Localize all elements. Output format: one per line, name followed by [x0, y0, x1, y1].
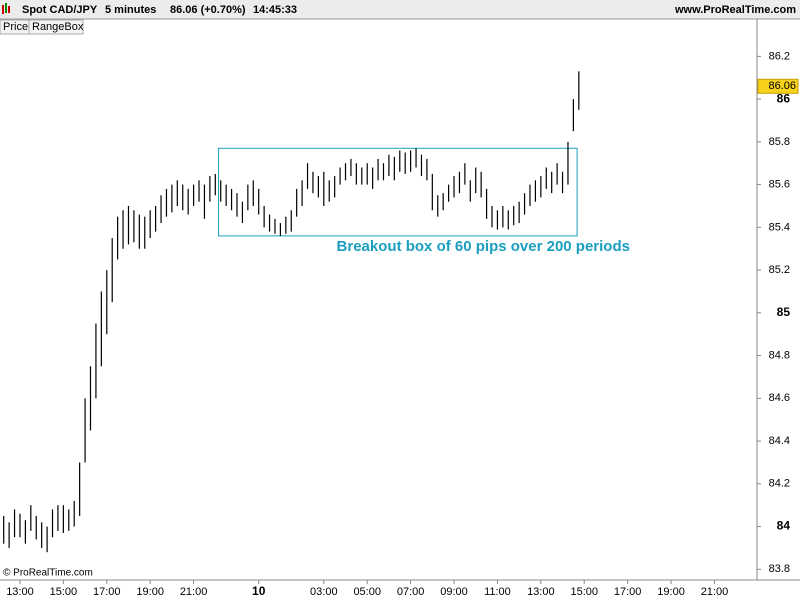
y-tick-label: 85.4	[769, 221, 790, 233]
tab[interactable]	[28, 19, 84, 35]
instrument: Spot CAD/JPY	[22, 4, 98, 16]
y-tick-label: 85.6	[769, 179, 790, 191]
y-tick-label: 85.2	[769, 264, 790, 276]
y-tick-label: 84	[777, 519, 791, 533]
y-tick-label: 86.2	[769, 50, 790, 62]
y-tick-label: 85.8	[769, 136, 790, 148]
y-tick-label: 83.8	[769, 563, 790, 575]
x-tick-label: 15:00	[50, 586, 78, 598]
x-tick-label: 03:00	[310, 586, 338, 598]
x-tick-label: 09:00	[440, 586, 468, 598]
y-tick-label: 85	[777, 305, 791, 319]
x-tick-label: 21:00	[701, 586, 729, 598]
tab-label[interactable]: RangeBox	[32, 21, 84, 33]
y-tick-label: 84.2	[769, 478, 790, 490]
site-link[interactable]: www.ProRealTime.com	[674, 4, 796, 16]
y-tick-label: 84.4	[769, 435, 790, 447]
x-tick-label: 05:00	[353, 586, 381, 598]
x-tick-label: 11:00	[484, 586, 511, 598]
x-tick-label: 10	[252, 584, 266, 598]
x-tick-label: 17:00	[614, 586, 642, 598]
clock: 14:45:33	[253, 4, 297, 16]
x-tick-label: 15:00	[570, 586, 598, 598]
last-price-label: 86.06	[768, 80, 796, 92]
app-icon	[2, 3, 10, 14]
tab-label[interactable]: Price	[3, 21, 28, 33]
quote: 86.06 (+0.70%)	[170, 4, 246, 16]
y-tick-label: 84.8	[769, 349, 790, 361]
x-tick-label: 13:00	[527, 586, 555, 598]
x-tick-label: 19:00	[136, 586, 164, 598]
range-box	[218, 147, 578, 237]
watermark: © ProRealTime.com	[3, 568, 93, 579]
header-bar	[0, 0, 800, 19]
annotation: Breakout box of 60 pips over 200 periods	[337, 238, 630, 255]
x-tick-label: 21:00	[180, 586, 208, 598]
last-price-box	[757, 78, 799, 94]
x-tick-label: 13:00	[6, 586, 34, 598]
y-tick-label: 84.6	[769, 392, 790, 404]
x-tick-label: 17:00	[93, 586, 121, 598]
y-tick-label: 86	[777, 91, 791, 105]
x-tick-label: 19:00	[657, 586, 685, 598]
x-tick-label: 07:00	[397, 586, 425, 598]
timeframe: 5 minutes	[105, 4, 156, 16]
